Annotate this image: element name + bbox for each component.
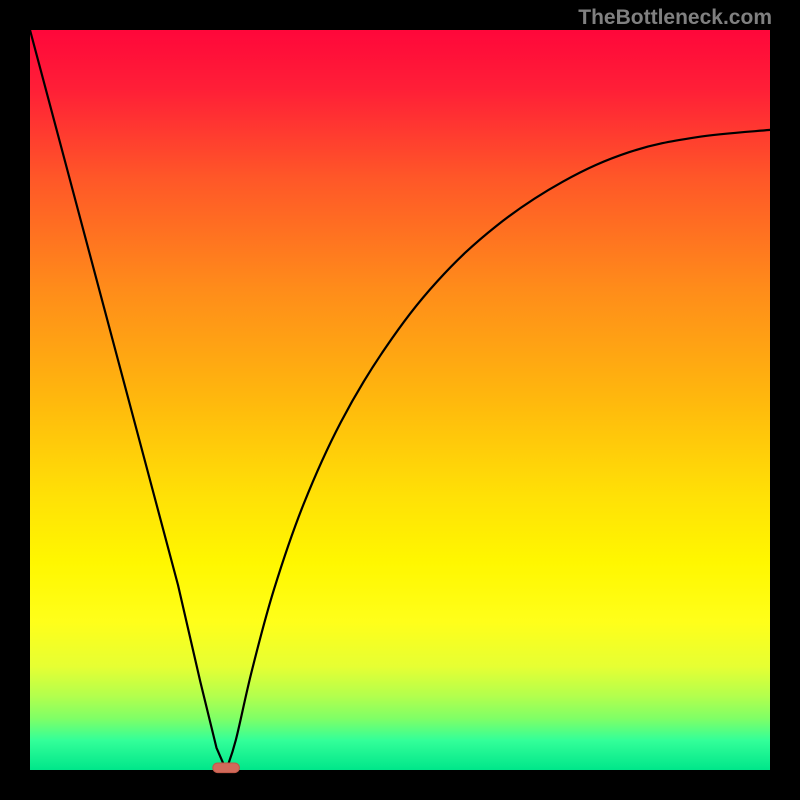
plot-background (30, 30, 770, 770)
chart-svg (0, 0, 800, 800)
dip-marker (213, 763, 240, 773)
watermark-text: TheBottleneck.com (578, 6, 772, 30)
